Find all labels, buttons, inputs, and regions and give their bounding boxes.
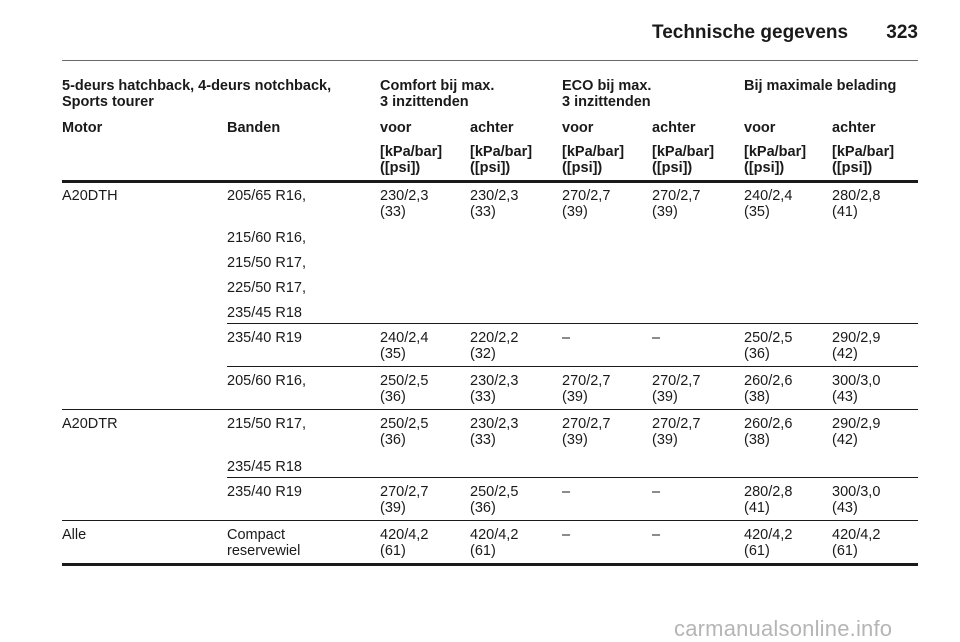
tyre-size: Compact reservewiel bbox=[227, 527, 301, 559]
header-rule bbox=[62, 60, 918, 61]
motor-cell: A20DTH bbox=[62, 188, 118, 204]
pressure-value: 280/2,8 (41) bbox=[832, 188, 881, 220]
unit-header: [kPa/bar] ([psi]) bbox=[562, 144, 625, 176]
motor-cell: Alle bbox=[62, 527, 87, 543]
pressure-value: 240/2,4 (35) bbox=[380, 330, 429, 362]
column-header-comfort-rear: achter bbox=[470, 120, 514, 136]
row-divider bbox=[62, 520, 918, 521]
eco-group-header: ECO bij max. 3 inzittenden bbox=[562, 78, 652, 110]
pressure-value: 270/2,7 (39) bbox=[652, 188, 701, 220]
table-bottom-rule bbox=[62, 563, 918, 566]
pressure-value: 290/2,9 (42) bbox=[832, 416, 881, 448]
tyre-size: 215/60 R16, bbox=[227, 230, 307, 246]
unit-header: [kPa/bar] ([psi]) bbox=[470, 144, 533, 176]
pressure-value: 420/4,2 (61) bbox=[380, 527, 429, 559]
vehicle-group-header: 5-deurs hatchback, 4-deurs notchback, Sp… bbox=[62, 78, 332, 110]
tyre-size: 205/65 R16, bbox=[227, 188, 307, 204]
column-header-maxload-rear: achter bbox=[832, 120, 876, 136]
pressure-value: 420/4,2 (61) bbox=[832, 527, 881, 559]
comfort-group-header: Comfort bij max. 3 inzittenden bbox=[380, 78, 495, 110]
pressure-value: 230/2,3 (33) bbox=[380, 188, 429, 220]
row-divider bbox=[227, 477, 918, 478]
pressure-value: 250/2,5 (36) bbox=[380, 373, 429, 405]
row-divider bbox=[227, 366, 918, 367]
column-header-eco-rear: achter bbox=[652, 120, 696, 136]
pressure-value: 270/2,7 (39) bbox=[562, 188, 611, 220]
pressure-value: 260/2,6 (38) bbox=[744, 416, 793, 448]
pressure-value: – bbox=[652, 484, 661, 500]
tyre-size: 205/60 R16, bbox=[227, 373, 307, 389]
pressure-value: 300/3,0 (43) bbox=[832, 484, 881, 516]
page-number: 323 bbox=[886, 22, 918, 43]
tyre-size: 235/40 R19 bbox=[227, 484, 302, 500]
pressure-value: 270/2,7 (39) bbox=[380, 484, 429, 516]
pressure-value: 290/2,9 (42) bbox=[832, 330, 881, 362]
pressure-value: 260/2,6 (38) bbox=[744, 373, 793, 405]
pressure-value: – bbox=[562, 527, 571, 543]
unit-header: [kPa/bar] ([psi]) bbox=[380, 144, 443, 176]
pressure-value: – bbox=[562, 484, 571, 500]
unit-header: [kPa/bar] ([psi]) bbox=[652, 144, 715, 176]
tyre-size: 235/40 R19 bbox=[227, 330, 302, 346]
tyre-size: 215/50 R17, bbox=[227, 255, 307, 271]
pressure-value: 240/2,4 (35) bbox=[744, 188, 793, 220]
pressure-value: 250/2,5 (36) bbox=[380, 416, 429, 448]
column-header-maxload-front: voor bbox=[744, 120, 776, 136]
column-header-tyres: Banden bbox=[227, 120, 281, 136]
pressure-value: – bbox=[652, 330, 661, 346]
pressure-value: – bbox=[652, 527, 661, 543]
pressure-value: 300/3,0 (43) bbox=[832, 373, 881, 405]
pressure-value: 420/4,2 (61) bbox=[470, 527, 519, 559]
unit-header: [kPa/bar] ([psi]) bbox=[832, 144, 895, 176]
pressure-value: 270/2,7 (39) bbox=[562, 416, 611, 448]
max-load-group-header: Bij maximale belading bbox=[744, 78, 897, 94]
pressure-value: 420/4,2 (61) bbox=[744, 527, 793, 559]
unit-header: [kPa/bar] ([psi]) bbox=[744, 144, 807, 176]
pressure-value: 270/2,7 (39) bbox=[562, 373, 611, 405]
pressure-value: 270/2,7 (39) bbox=[652, 373, 701, 405]
pressure-value: 250/2,5 (36) bbox=[744, 330, 793, 362]
tyre-size: 235/45 R18 bbox=[227, 459, 302, 475]
row-divider bbox=[227, 323, 918, 324]
pressure-value: 230/2,3 (33) bbox=[470, 188, 519, 220]
column-header-eco-front: voor bbox=[562, 120, 594, 136]
column-header-comfort-front: voor bbox=[380, 120, 412, 136]
pressure-value: – bbox=[562, 330, 571, 346]
header-divider bbox=[62, 180, 918, 183]
tyre-size: 215/50 R17, bbox=[227, 416, 307, 432]
column-header-motor: Motor bbox=[62, 120, 103, 136]
pressure-value: 230/2,3 (33) bbox=[470, 416, 519, 448]
pressure-value: 280/2,8 (41) bbox=[744, 484, 793, 516]
pressure-value: 270/2,7 (39) bbox=[652, 416, 701, 448]
tyre-size: 225/50 R17, bbox=[227, 280, 307, 296]
pressure-value: 250/2,5 (36) bbox=[470, 484, 519, 516]
pressure-value: 220/2,2 (32) bbox=[470, 330, 519, 362]
page-title: Technische gegevens bbox=[652, 22, 849, 43]
motor-cell: A20DTR bbox=[62, 416, 118, 432]
pressure-value: 230/2,3 (33) bbox=[470, 373, 519, 405]
watermark: carmanualsonline.info bbox=[674, 616, 893, 641]
tyre-size: 235/45 R18 bbox=[227, 305, 302, 321]
row-divider bbox=[62, 409, 918, 410]
